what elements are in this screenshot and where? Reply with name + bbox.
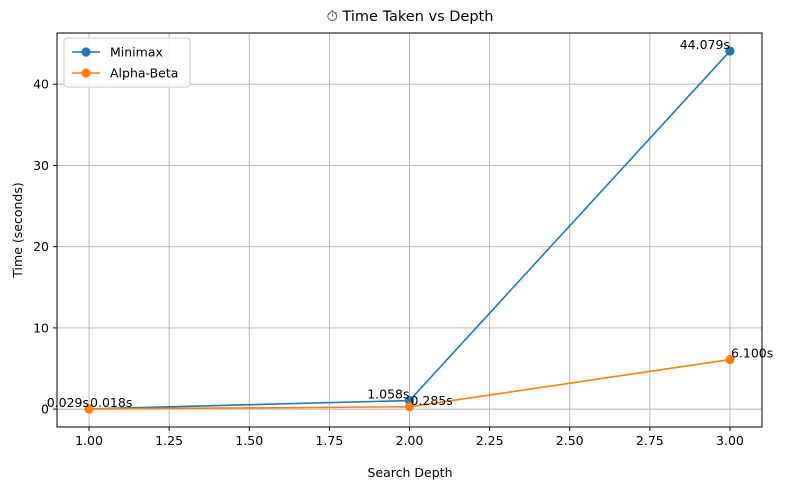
chart-title: ⏱ Time Taken vs Depth	[327, 9, 494, 25]
data-label-minimax: 1.058s	[367, 387, 409, 402]
y-tick-label: 30	[33, 158, 49, 173]
y-tick-label: 10	[33, 320, 49, 335]
legend-label-alpha-beta: Alpha-Beta	[110, 66, 178, 81]
legend-marker-minimax	[81, 47, 91, 57]
data-label-minimax: 44.079s	[680, 37, 730, 52]
x-tick-label: 2.25	[476, 433, 504, 448]
data-label-alpha-beta: 6.100s	[731, 346, 773, 361]
x-tick-label: 2.50	[556, 433, 584, 448]
x-tick-label: 3.00	[716, 433, 744, 448]
legend-box	[63, 37, 191, 88]
data-label-minimax: 0.029s	[47, 395, 89, 410]
x-tick-label: 1.50	[235, 433, 263, 448]
x-tick-label: 1.75	[315, 433, 343, 448]
x-tick-label: 2.00	[396, 433, 424, 448]
data-label-alpha-beta: 0.285s	[411, 393, 453, 408]
series-lines	[84, 46, 735, 414]
data-point-alpha-beta	[725, 354, 735, 365]
x-axis-ticks: 1.00 1.25 1.50 1.75 2.00 2.25 2.50 2.75 3.00	[75, 427, 744, 448]
x-tick-label: 1.00	[75, 433, 103, 448]
data-point-alpha-beta	[84, 404, 94, 414]
y-tick-label: 20	[33, 239, 49, 254]
data-point-alpha-beta	[404, 402, 415, 412]
legend-label-minimax: Minimax	[110, 45, 163, 60]
y-axis-ticks: 0 10 20 30 40	[33, 77, 57, 417]
x-axis-label: Search Depth	[368, 465, 453, 480]
x-tick-label: 2.75	[636, 433, 664, 448]
data-point-minimax	[725, 46, 735, 56]
y-axis-label: Time (seconds)	[10, 182, 25, 278]
y-tick-label: 0	[41, 402, 49, 417]
legend-marker-alpha-beta	[81, 68, 91, 78]
data-label-alpha-beta: 0.018s	[90, 395, 132, 410]
y-tick-label: 40	[33, 77, 49, 92]
x-tick-label: 1.25	[155, 433, 183, 448]
legend: Minimax Alpha-Beta	[63, 37, 191, 88]
